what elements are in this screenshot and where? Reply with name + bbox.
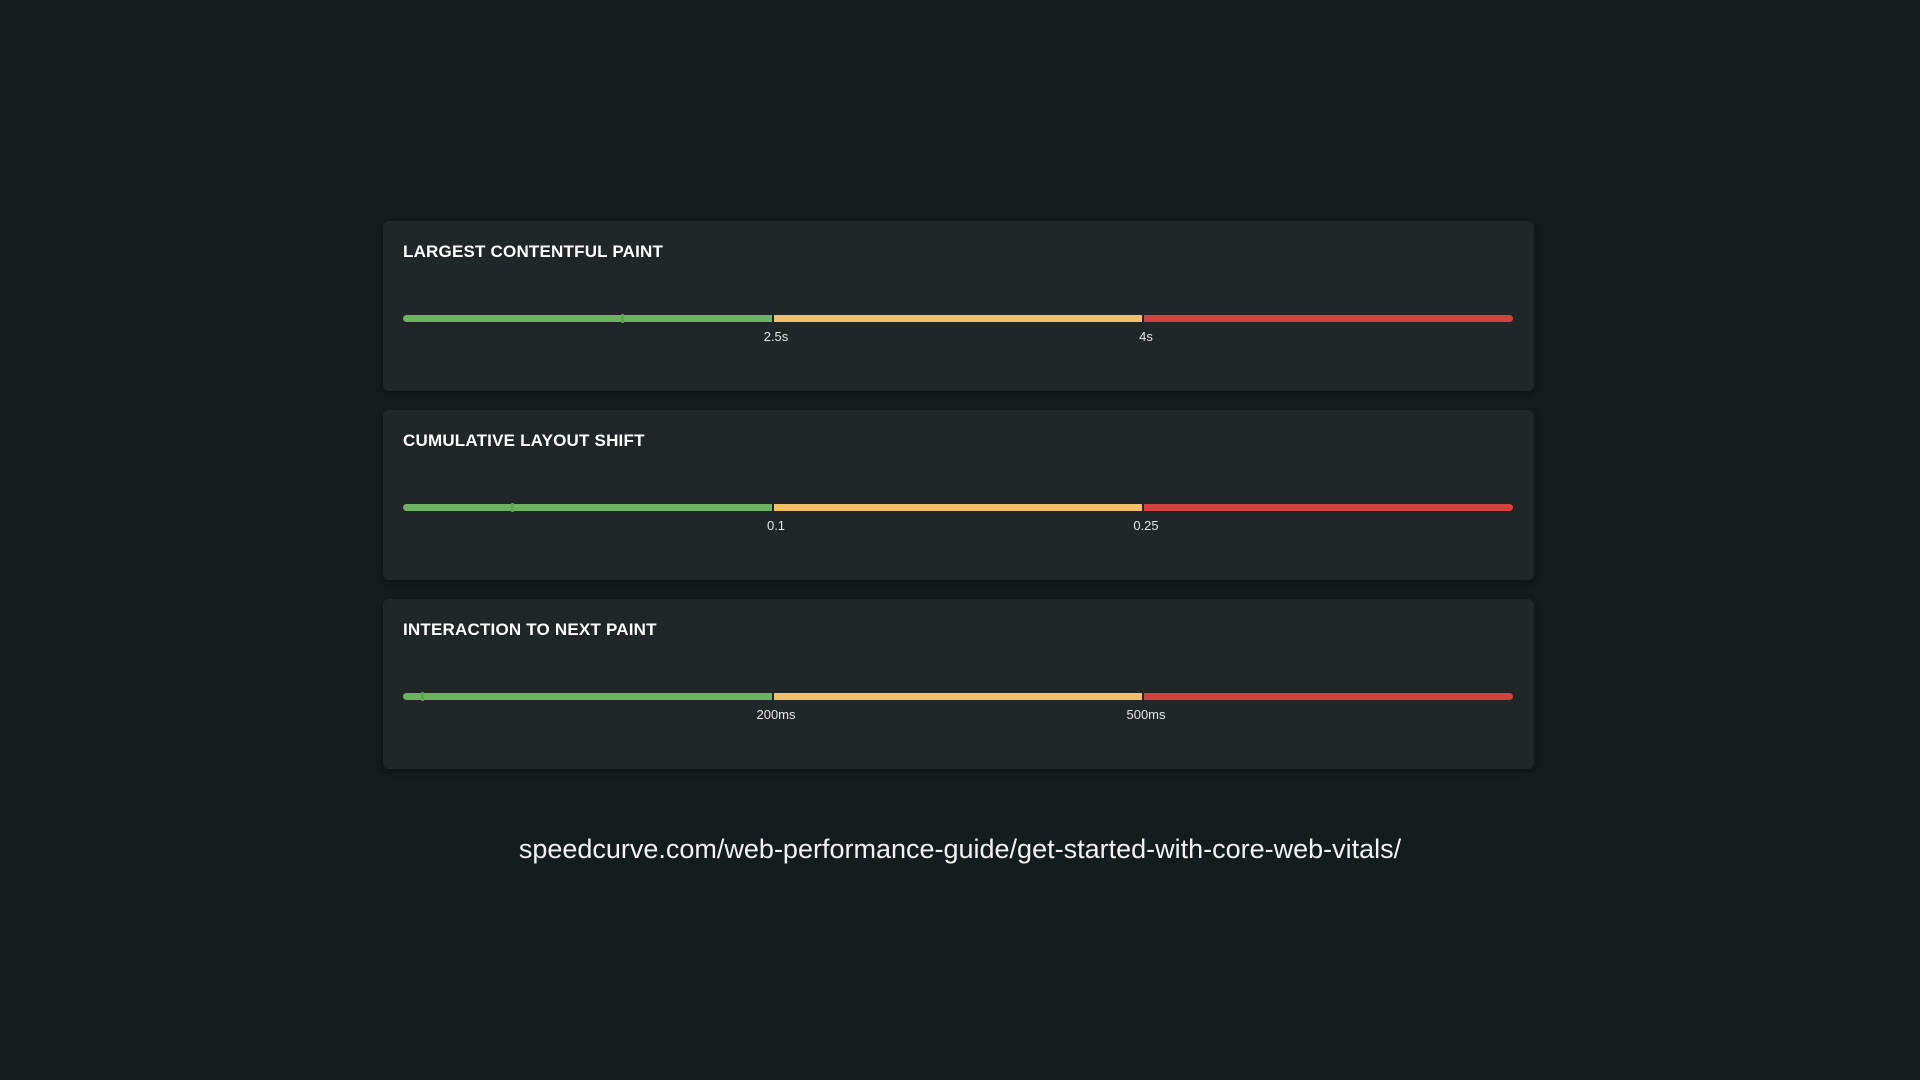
metric-title: INTERACTION TO NEXT PAINT [403, 620, 657, 639]
poor-segment [1144, 504, 1513, 511]
metric-card-cls: CUMULATIVE LAYOUT SHIFT 0.1 0.25 [383, 410, 1534, 580]
threshold-bar [403, 314, 1513, 323]
threshold-tick [1142, 314, 1144, 323]
threshold-tick [1142, 692, 1144, 701]
threshold-bar [403, 503, 1513, 512]
poor-segment [1144, 315, 1513, 322]
threshold-label-poor: 0.25 [1133, 518, 1159, 533]
good-segment [403, 315, 773, 322]
threshold-label-good: 2.5s [763, 329, 789, 344]
threshold-tick [772, 692, 774, 701]
threshold-label-poor: 500ms [1126, 707, 1166, 722]
metric-cards: LARGEST CONTENTFUL PAINT 2.5s 4s CUMULAT… [383, 221, 1534, 788]
metric-title: LARGEST CONTENTFUL PAINT [403, 242, 664, 261]
threshold-label-good: 200ms [756, 707, 796, 722]
threshold-tick [772, 314, 774, 323]
threshold-label-poor: 4s [1139, 329, 1153, 344]
metric-title: CUMULATIVE LAYOUT SHIFT [403, 431, 645, 450]
source-url: speedcurve.com/web-performance-guide/get… [518, 834, 1402, 864]
needs-improvement-segment [774, 504, 1143, 511]
needs-improvement-segment [774, 315, 1143, 322]
metric-card-lcp: LARGEST CONTENTFUL PAINT 2.5s 4s [383, 221, 1534, 391]
metric-card-inp: INTERACTION TO NEXT PAINT 200ms 500ms [383, 599, 1534, 769]
poor-segment [1144, 693, 1513, 700]
value-marker [420, 692, 424, 701]
threshold-tick [772, 503, 774, 512]
value-marker [510, 503, 514, 512]
good-segment [403, 504, 773, 511]
good-segment [403, 693, 773, 700]
value-marker [620, 314, 624, 323]
needs-improvement-segment [774, 693, 1143, 700]
threshold-label-good: 0.1 [766, 518, 786, 533]
threshold-bar [403, 692, 1513, 701]
threshold-tick [1142, 503, 1144, 512]
